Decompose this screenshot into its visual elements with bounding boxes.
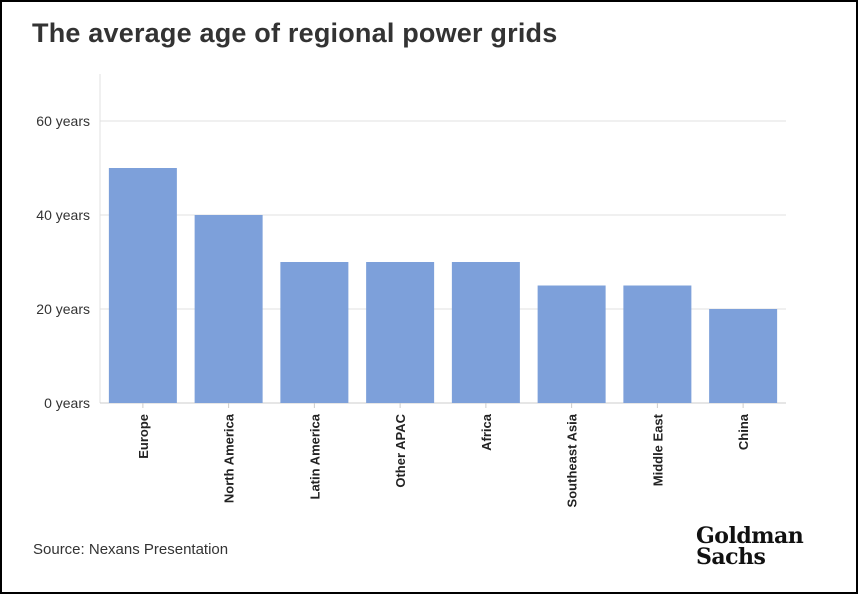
x-tick-label: Europe [136, 414, 151, 459]
x-tick-label: Africa [479, 413, 494, 451]
bar [709, 309, 778, 403]
goldman-sachs-logo: Goldman Sachs [696, 523, 804, 570]
y-tick-label: 0 years [44, 395, 90, 411]
bar [451, 262, 520, 403]
bar [280, 262, 349, 403]
bar [537, 285, 606, 403]
x-tick-label: Other APAC [393, 413, 408, 487]
x-tick-label: Latin America [307, 413, 322, 499]
x-tick-label: North America [222, 413, 237, 503]
y-tick-label: 40 years [36, 207, 90, 223]
bar [623, 285, 692, 403]
bar [108, 168, 177, 403]
bar [194, 215, 263, 403]
bar [366, 262, 435, 403]
y-tick-label: 20 years [36, 301, 90, 317]
logo-line-1: Goldman [696, 523, 804, 549]
x-tick-label: Middle East [650, 413, 665, 486]
chart-title: The average age of regional power grids [32, 18, 558, 48]
y-tick-label: 60 years [36, 113, 90, 129]
source-note: Source: Nexans Presentation [33, 541, 229, 558]
x-tick-label: China [736, 413, 751, 450]
x-tick-label: Southeast Asia [565, 413, 580, 507]
logo-line-2: Sachs [696, 544, 766, 570]
